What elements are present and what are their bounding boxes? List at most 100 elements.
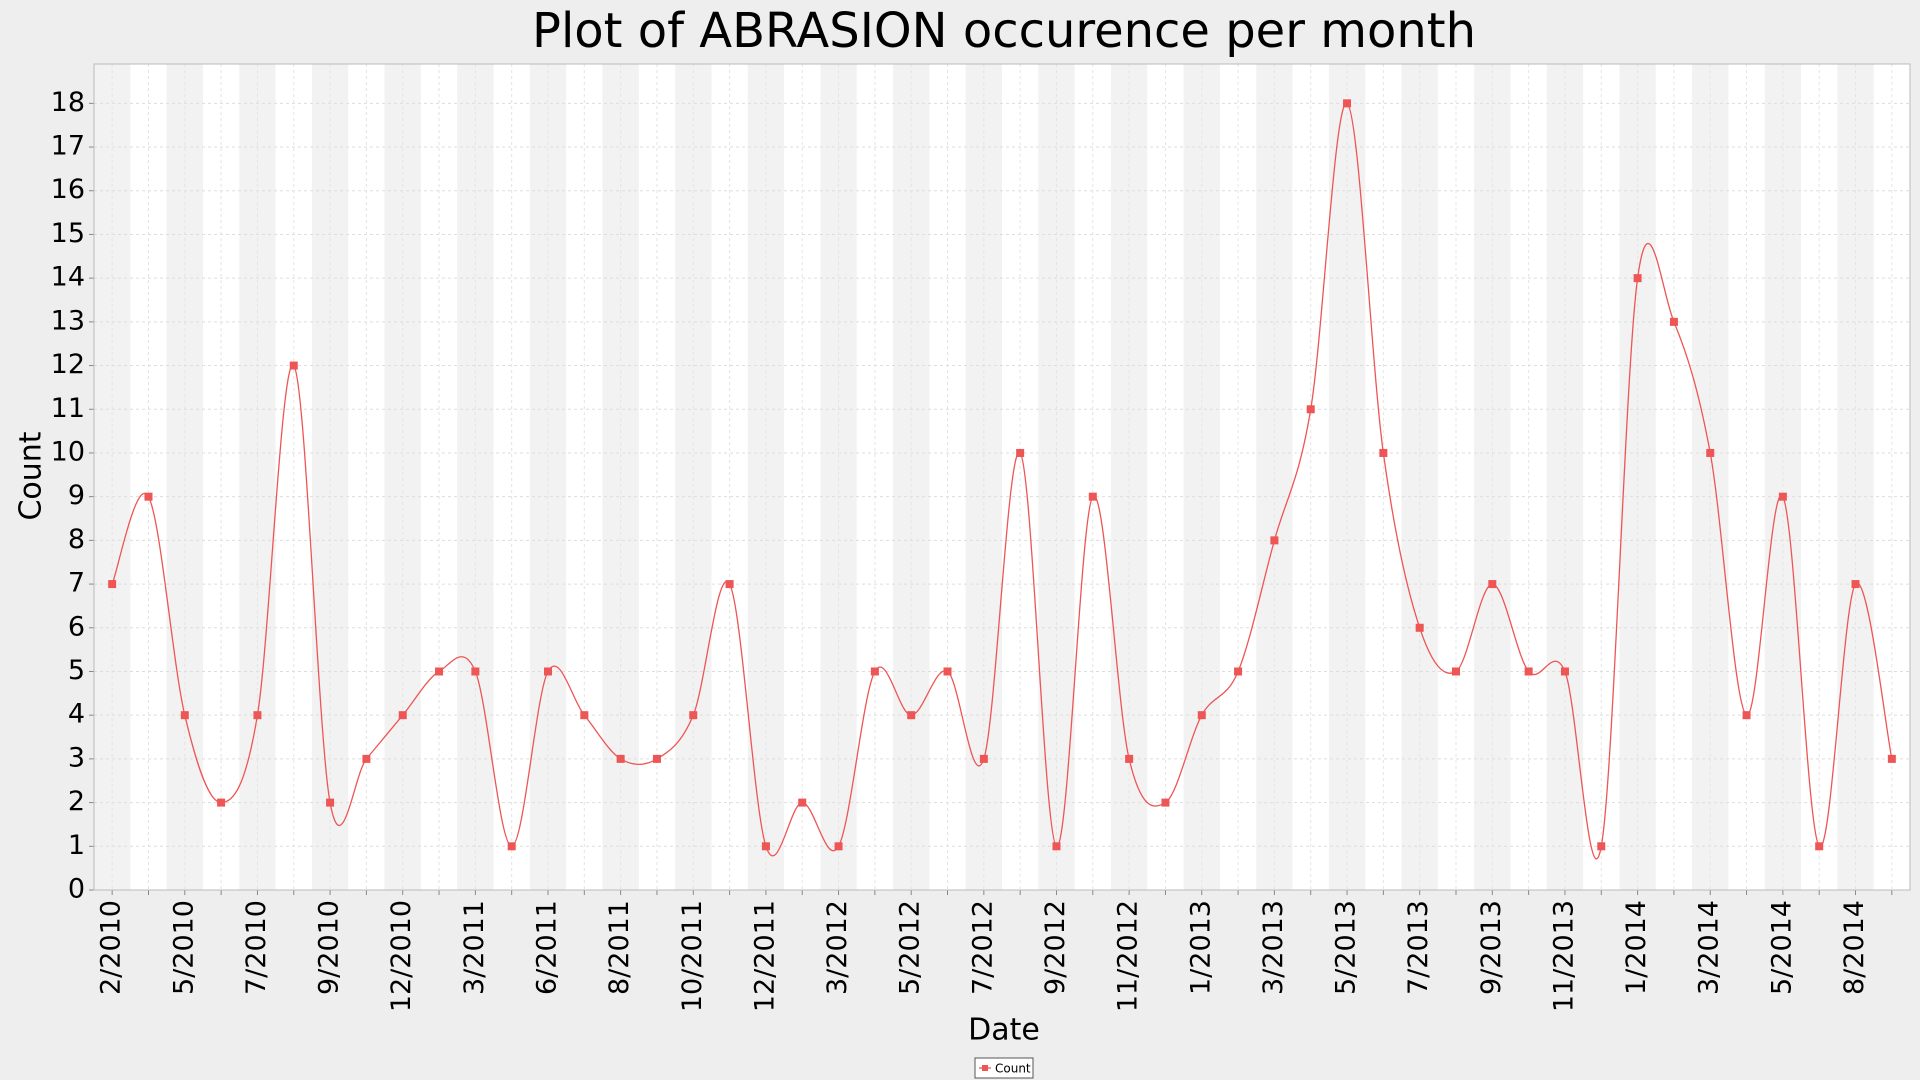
point <box>1887 754 1896 763</box>
point <box>907 711 916 720</box>
point <box>870 667 879 676</box>
x-tick-label: 9/2012 <box>1040 900 1071 995</box>
x-tick-label: 9/2013 <box>1476 900 1507 995</box>
y-tick-label: 18 <box>51 87 85 118</box>
band <box>893 64 930 890</box>
y-axis-label: Count <box>14 431 49 520</box>
point <box>1742 711 1751 720</box>
band <box>457 64 494 890</box>
point <box>471 667 480 676</box>
band <box>384 64 421 890</box>
point <box>761 842 770 851</box>
band <box>1546 64 1584 890</box>
point <box>1597 842 1606 851</box>
x-tick-label: 5/2012 <box>895 900 926 995</box>
point <box>253 711 262 720</box>
y-tick-label: 2 <box>68 786 85 817</box>
band <box>1692 64 1729 890</box>
point <box>1125 754 1134 763</box>
band <box>1401 64 1438 890</box>
x-tick-label: 5/2010 <box>168 900 199 995</box>
y-tick-label: 9 <box>68 480 85 511</box>
legend: Count <box>974 1057 1034 1079</box>
point <box>616 754 625 763</box>
point <box>362 754 371 763</box>
point <box>979 754 988 763</box>
point <box>544 667 552 676</box>
x-tick-label: 3/2011 <box>459 900 490 995</box>
point <box>1016 448 1025 457</box>
y-tick-label: 16 <box>51 174 85 205</box>
x-tick-label: 5/2013 <box>1331 900 1362 995</box>
y-tick-label: 7 <box>68 568 85 599</box>
x-axis-label: Date <box>968 1013 1040 1048</box>
point <box>326 798 335 807</box>
band <box>94 64 131 890</box>
band <box>529 64 567 890</box>
point <box>1088 492 1097 501</box>
x-tick-label: 9/2010 <box>314 900 345 995</box>
x-tick-label: 5/2014 <box>1766 900 1797 995</box>
x-tick-label: 12/2010 <box>386 900 417 1012</box>
band <box>1110 64 1148 890</box>
point <box>1161 798 1170 807</box>
y-tick-label: 8 <box>68 524 85 555</box>
point <box>1343 99 1352 108</box>
point <box>289 361 298 370</box>
point <box>1415 623 1424 632</box>
band <box>1328 64 1366 890</box>
point <box>798 798 807 807</box>
point <box>689 711 698 720</box>
x-tick-label: 8/2011 <box>604 900 635 995</box>
point <box>1197 711 1206 720</box>
y-tick-label: 13 <box>51 305 85 336</box>
band <box>602 64 639 890</box>
y-tick-label: 3 <box>68 742 85 773</box>
y-tick-label: 14 <box>51 262 85 293</box>
band <box>1764 64 1802 890</box>
x-tick-label: 3/2012 <box>822 900 853 995</box>
x-tick-label: 11/2012 <box>1113 900 1144 1012</box>
point <box>507 842 516 851</box>
band <box>166 64 203 890</box>
band <box>747 64 785 890</box>
point <box>1306 405 1315 414</box>
band <box>311 64 349 890</box>
x-tick-label: 7/2010 <box>241 900 272 995</box>
point <box>1524 667 1533 676</box>
point <box>1452 667 1460 676</box>
point <box>217 798 226 807</box>
band <box>675 64 712 890</box>
point <box>1778 492 1787 501</box>
legend-box <box>974 1057 1034 1079</box>
point <box>652 754 661 763</box>
x-tick-label: 8/2014 <box>1839 900 1870 995</box>
y-tick-label: 12 <box>51 349 85 380</box>
point <box>180 711 189 720</box>
band <box>820 64 857 890</box>
x-tick-label: 3/2013 <box>1258 900 1289 995</box>
point <box>1052 842 1061 851</box>
band <box>1256 64 1293 890</box>
x-tick-label: 12/2011 <box>749 900 780 1012</box>
point <box>1270 536 1279 545</box>
y-tick-label: 15 <box>51 218 85 249</box>
point <box>1633 274 1642 283</box>
point <box>943 667 952 676</box>
x-tick-label: 2/2010 <box>96 900 127 995</box>
band <box>1619 64 1656 890</box>
y-tick-label: 0 <box>68 874 85 905</box>
y-tick-label: 5 <box>68 655 85 686</box>
point <box>144 492 153 501</box>
band <box>1183 64 1220 890</box>
x-tick-label: 1/2013 <box>1185 900 1216 995</box>
legend-label: Count <box>995 1062 1031 1076</box>
point <box>1560 667 1569 676</box>
point <box>1488 580 1497 589</box>
y-tick-label: 11 <box>51 393 85 424</box>
point <box>398 711 407 720</box>
chart-title: Plot of ABRASION occurence per month <box>532 3 1476 59</box>
point <box>435 667 444 676</box>
x-tick-label: 1/2014 <box>1621 900 1652 995</box>
